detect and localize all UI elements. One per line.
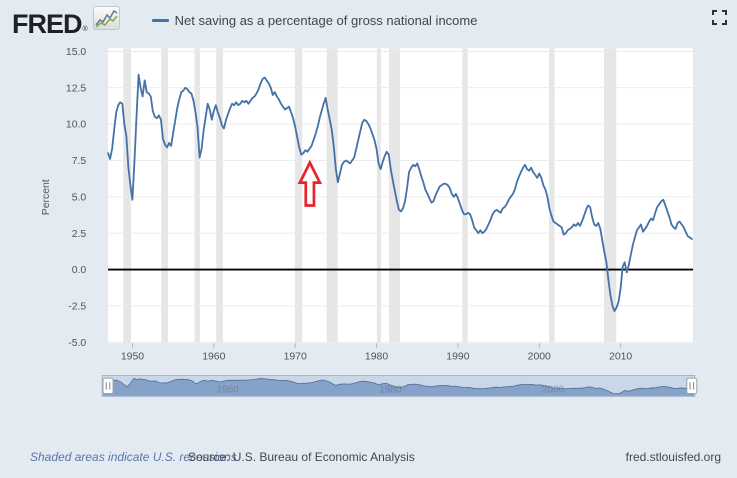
registered-mark: ® — [82, 25, 88, 33]
main-chart: 15.0 12.5 10.0 7.5 5.0 2.5 0.0 -2.5 -5.0 1950 1960… — [41, 47, 698, 397]
fullscreen-expand-icon — [711, 10, 727, 25]
y-tick-label: 10.0 — [66, 120, 87, 131]
y-tick-label: 15.0 — [66, 47, 87, 58]
legend-label: Net saving as a percentage of gross nati… — [174, 12, 478, 28]
recession-note-link[interactable]: Shaded areas indicate U.S. recessions — [30, 450, 237, 464]
y-tick-label: 0.0 — [72, 265, 87, 276]
recession-band — [604, 48, 617, 344]
recession-band — [194, 48, 200, 344]
series-line — [107, 73, 693, 312]
fred-logo-text: FRED — [12, 8, 82, 39]
series-legend: Net saving as a percentage of gross nati… — [151, 12, 478, 28]
y-tick-label: 5.0 — [72, 192, 87, 203]
slider-decade-label: 1980 — [379, 385, 402, 396]
x-tick-label: 2010 — [609, 352, 632, 363]
recession-band — [161, 48, 169, 344]
slider-handle-right[interactable] — [686, 377, 698, 395]
fred-logo: FRED ® — [12, 5, 120, 39]
slider-handle-left[interactable] — [102, 377, 114, 395]
annotation-arrow — [297, 159, 323, 207]
recession-band — [389, 48, 400, 344]
y-tick-label: 12.5 — [66, 83, 87, 94]
y-tick-label: -5.0 — [68, 338, 86, 349]
y-tick-label: -2.5 — [68, 302, 86, 313]
x-tick-label: 2000 — [528, 352, 551, 363]
fullscreen-button[interactable] — [711, 10, 727, 26]
x-tick-label: 1960 — [202, 352, 225, 363]
recession-band — [462, 48, 468, 344]
range-handle-grip[interactable] — [686, 377, 698, 395]
slider-area-fill — [103, 378, 694, 396]
slider-area-outline — [102, 377, 694, 395]
y-tick-label: 2.5 — [72, 229, 87, 240]
range-handle-grip[interactable] — [102, 377, 114, 395]
y-axis-title: Percent — [41, 179, 52, 215]
x-tick-label: 1980 — [365, 352, 388, 363]
x-tick-label: 1950 — [121, 352, 144, 363]
chart-header: FRED ® Net saving as a percentage of gro… — [0, 0, 737, 40]
legend-line-swatch — [151, 18, 169, 22]
recession-band — [216, 48, 223, 344]
recession-band — [326, 48, 338, 344]
fred-site-link[interactable]: fred.stlouisfed.org — [625, 450, 721, 464]
recession-band — [294, 48, 303, 344]
chart-footer: Shaded areas indicate U.S. recessions So… — [0, 440, 737, 478]
plot-area[interactable] — [108, 48, 694, 344]
y-tick-label: 7.5 — [72, 156, 87, 167]
slider-decade-label: 1960 — [217, 385, 240, 396]
source-text: Source: U.S. Bureau of Economic Analysis — [188, 450, 415, 464]
recession-band — [376, 48, 381, 344]
fred-sparkline-icon — [92, 5, 120, 35]
recession-band — [123, 48, 132, 344]
x-tick-label: 1970 — [284, 352, 307, 363]
slider-decade-label: 2000 — [542, 385, 565, 396]
recession-band — [549, 48, 555, 344]
x-tick-label: 1990 — [446, 352, 469, 363]
